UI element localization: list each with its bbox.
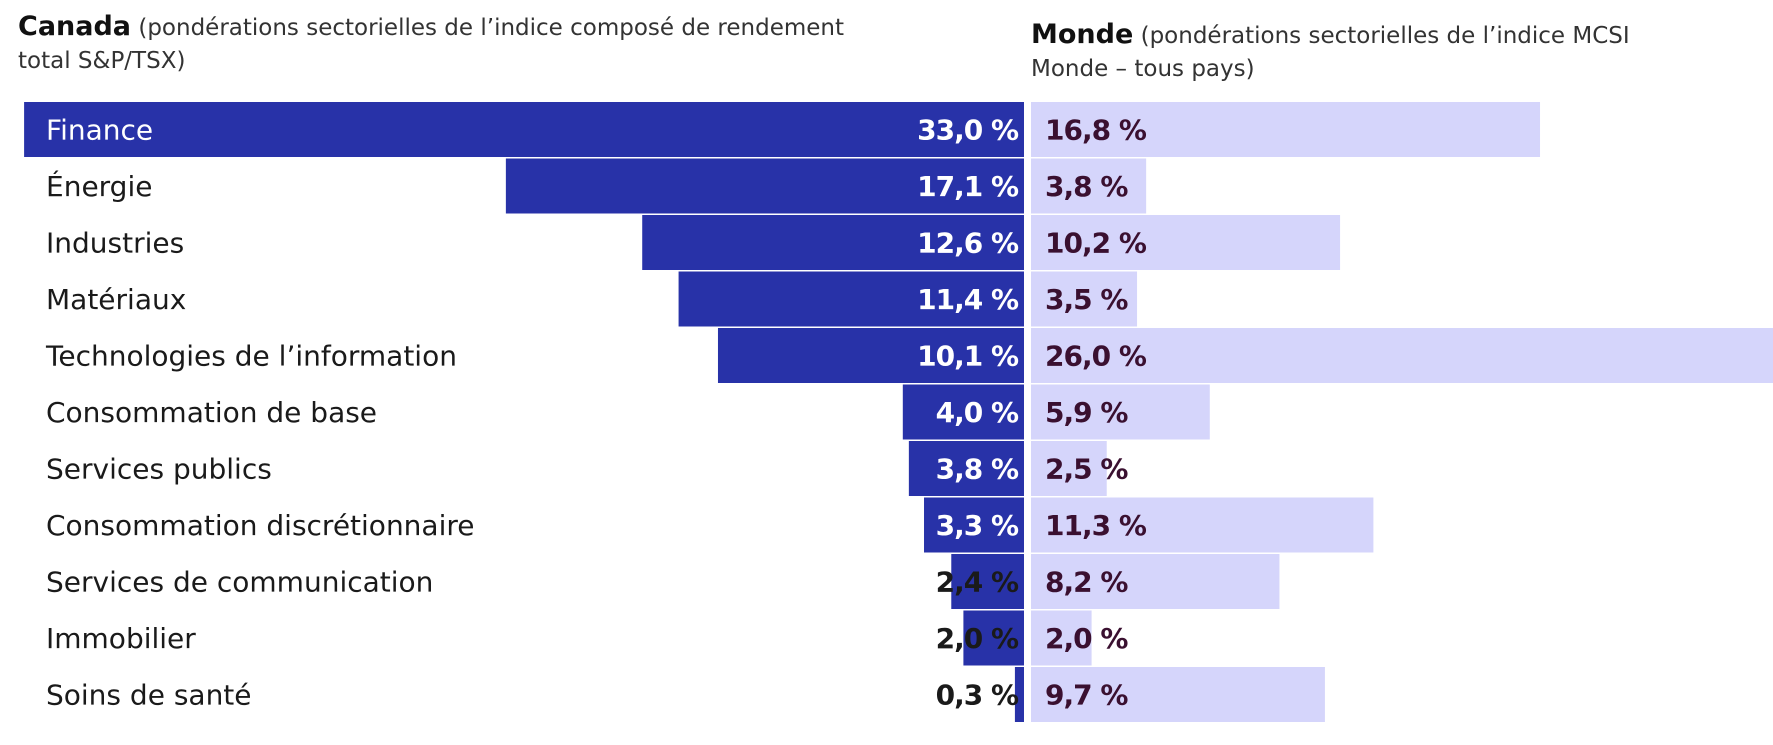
category-label: Immobilier — [46, 622, 196, 655]
canada-bar-8 — [951, 554, 1024, 609]
canada-value-label: 12,6 % — [917, 227, 1019, 260]
category-label: Technologies de l’information — [45, 340, 457, 373]
world-value-label: 16,8 % — [1045, 114, 1147, 147]
category-label: Finance — [46, 114, 153, 147]
world-bar-10 — [1031, 667, 1325, 722]
world-value-label: 3,5 % — [1045, 283, 1128, 316]
world-value-label: 9,7 % — [1045, 679, 1128, 712]
canada-bar-9 — [963, 610, 1024, 666]
canada-value-label: 33,0 % — [917, 114, 1019, 147]
world-title: Monde — [1031, 19, 1134, 50]
canada-bar-4 — [717, 328, 1024, 383]
canada-value-label: 0,3 % — [936, 679, 1019, 712]
canada-bar-1 — [505, 158, 1024, 214]
canada-bar-7 — [924, 497, 1024, 553]
canada-value-label: 3,3 % — [936, 509, 1019, 542]
canada-bar-2 — [642, 215, 1024, 270]
world-bar-6 — [1031, 441, 1107, 496]
world-value-label: 8,2 % — [1045, 566, 1128, 599]
canada-subtitle: (pondérations sectorielles de l’indice c… — [18, 15, 845, 74]
category-label: Services publics — [46, 453, 272, 486]
world-bar-3 — [1031, 271, 1138, 327]
world-value-label: 11,3 % — [1045, 509, 1147, 542]
world-bar-2 — [1031, 215, 1341, 270]
world-bar-1 — [1031, 158, 1147, 214]
world-bar-7 — [1031, 497, 1374, 553]
world-bar-5 — [1031, 384, 1210, 440]
canada-bar-5 — [902, 384, 1024, 440]
world-bar-9 — [1031, 610, 1092, 666]
world-value-label: 2,0 % — [1045, 622, 1128, 655]
world-value-label: 10,2 % — [1045, 227, 1147, 260]
canada-value-label: 3,8 % — [936, 453, 1019, 486]
canada-value-label: 11,4 % — [917, 283, 1019, 316]
canada-value-label: 10,1 % — [917, 340, 1019, 373]
world-value-label: 3,8 % — [1045, 170, 1128, 203]
category-label: Soins de santé — [46, 679, 252, 712]
canada-title: Canada — [18, 11, 132, 42]
canada-bar-3 — [678, 271, 1024, 327]
category-label: Services de communication — [46, 566, 433, 599]
world-bar-4 — [1031, 328, 1773, 383]
category-label: Consommation discrétionnaire — [46, 509, 475, 542]
world-bar-0 — [1031, 102, 1541, 157]
world-header: Monde (pondérations sectorielles de l’in… — [1031, 18, 1711, 86]
canada-header: Canada (pondérations sectorielles de l’i… — [18, 10, 878, 78]
canada-value-label: 2,4 % — [936, 566, 1019, 599]
category-label: Énergie — [46, 169, 152, 203]
canada-value-label: 4,0 % — [936, 396, 1019, 429]
world-subtitle: (pondérations sectorielles de l’indice M… — [1031, 23, 1630, 82]
world-value-label: 26,0 % — [1045, 340, 1147, 373]
canada-value-label: 2,0 % — [936, 622, 1019, 655]
canada-bar-0 — [24, 102, 1025, 157]
category-label: Matériaux — [46, 283, 186, 316]
world-value-label: 2,5 % — [1045, 453, 1128, 486]
category-label: Industries — [46, 227, 184, 260]
canada-bar-10 — [1014, 667, 1024, 722]
category-label: Consommation de base — [46, 396, 377, 429]
canada-value-label: 17,1 % — [917, 170, 1019, 203]
world-bar-8 — [1031, 554, 1280, 609]
world-value-label: 5,9 % — [1045, 396, 1128, 429]
canada-bar-6 — [908, 441, 1024, 496]
